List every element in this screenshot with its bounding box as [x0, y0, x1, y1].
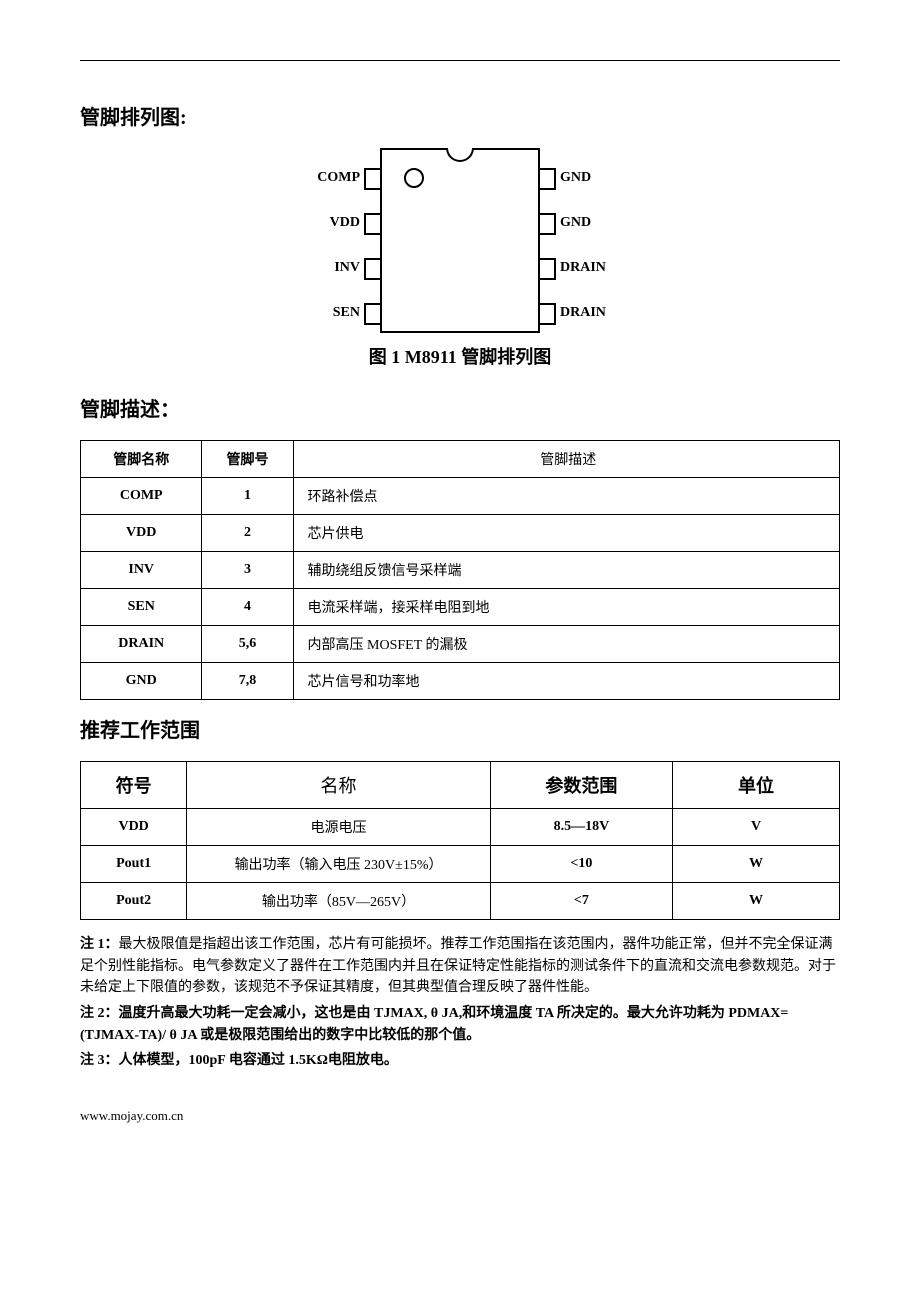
pinout-diagram: COMP VDD INV SEN GND GND DRAIN DRAIN [330, 148, 590, 333]
cell-desc: 内部高压 MOSFET 的漏极 [293, 626, 839, 663]
cell-num: 7,8 [202, 663, 293, 700]
cell-unit: W [673, 846, 840, 883]
note-1-body: 最大极限值是指超出该工作范围，芯片有可能损坏。推荐工作范围指在该范围内，器件功能… [80, 937, 836, 995]
range-h-rng: 参数范围 [490, 762, 672, 809]
cell-range: <10 [490, 846, 672, 883]
table-row: INV 3 辅助绕组反馈信号采样端 [81, 552, 840, 589]
pin-left-4 [364, 303, 382, 325]
cell-name: COMP [81, 478, 202, 515]
pin-right-2 [538, 213, 556, 235]
section-pindesc-title: 管脚描述： [80, 393, 840, 422]
cell-sym: VDD [81, 809, 187, 846]
cell-unit: W [673, 883, 840, 920]
pin-label-inv: INV [334, 260, 360, 276]
pin-label-drain1: DRAIN [560, 260, 606, 276]
header-rule [80, 60, 840, 61]
table-header-row: 符号 名称 参数范围 单位 [81, 762, 840, 809]
table-row: DRAIN 5,6 内部高压 MOSFET 的漏极 [81, 626, 840, 663]
pin-table-h-num: 管脚号 [202, 441, 293, 478]
notes-block: 注 1：最大极限值是指超出该工作范围，芯片有可能损坏。推荐工作范围指在该范围内，… [80, 934, 840, 1072]
note-1: 注 1：最大极限值是指超出该工作范围，芯片有可能损坏。推荐工作范围指在该范围内，… [80, 934, 840, 999]
pin-table-h-name: 管脚名称 [81, 441, 202, 478]
pin-label-comp: COMP [317, 170, 360, 186]
operating-range-table: 符号 名称 参数范围 单位 VDD 电源电压 8.5—18V V Pout1 输… [80, 761, 840, 920]
cell-name: 电源电压 [187, 809, 491, 846]
cell-range: 8.5—18V [490, 809, 672, 846]
table-row: Pout2 输出功率（85V—265V） <7 W [81, 883, 840, 920]
cell-sym: Pout2 [81, 883, 187, 920]
cell-num: 1 [202, 478, 293, 515]
note-3-lead: 注 3： [80, 1053, 119, 1068]
footer-url: www.mojay.com.cn [80, 1108, 840, 1124]
pin-left-2 [364, 213, 382, 235]
table-row: GND 7,8 芯片信号和功率地 [81, 663, 840, 700]
note-3-body: 人体模型，100pF 电容通过 1.5KΩ电阻放电。 [119, 1053, 398, 1068]
table-row: VDD 2 芯片供电 [81, 515, 840, 552]
range-h-unit: 单位 [673, 762, 840, 809]
cell-num: 3 [202, 552, 293, 589]
cell-desc: 芯片信号和功率地 [293, 663, 839, 700]
range-h-sym: 符号 [81, 762, 187, 809]
cell-desc: 辅助绕组反馈信号采样端 [293, 552, 839, 589]
pin-label-drain2: DRAIN [560, 305, 606, 321]
cell-desc: 芯片供电 [293, 515, 839, 552]
cell-name: INV [81, 552, 202, 589]
section-pinout-title: 管脚排列图: [80, 101, 840, 130]
cell-sym: Pout1 [81, 846, 187, 883]
pin-left-1 [364, 168, 382, 190]
pin1-dot-icon [404, 168, 424, 188]
cell-name: 输出功率（输入电压 230V±15%） [187, 846, 491, 883]
chip-body: COMP VDD INV SEN GND GND DRAIN DRAIN [380, 148, 540, 333]
pin-description-table: 管脚名称 管脚号 管脚描述 COMP 1 环路补偿点 VDD 2 芯片供电 IN… [80, 440, 840, 700]
cell-name: GND [81, 663, 202, 700]
cell-num: 5,6 [202, 626, 293, 663]
cell-range: <7 [490, 883, 672, 920]
pin-right-4 [538, 303, 556, 325]
table-row: COMP 1 环路补偿点 [81, 478, 840, 515]
table-row: SEN 4 电流采样端，接采样电阻到地 [81, 589, 840, 626]
cell-desc: 电流采样端，接采样电阻到地 [293, 589, 839, 626]
cell-name: 输出功率（85V—265V） [187, 883, 491, 920]
pin-right-1 [538, 168, 556, 190]
note-2: 注 2：温度升高最大功耗一定会减小，这也是由 TJMAX, θ JA,和环境温度… [80, 1003, 840, 1046]
cell-name: DRAIN [81, 626, 202, 663]
table-header-row: 管脚名称 管脚号 管脚描述 [81, 441, 840, 478]
pin-table-h-desc: 管脚描述 [293, 441, 839, 478]
section-range-title: 推荐工作范围 [80, 714, 840, 743]
cell-desc: 环路补偿点 [293, 478, 839, 515]
note-1-lead: 注 1： [80, 937, 119, 952]
note-3: 注 3：人体模型，100pF 电容通过 1.5KΩ电阻放电。 [80, 1050, 840, 1072]
cell-name: SEN [81, 589, 202, 626]
note-2-lead: 注 2： [80, 1006, 119, 1021]
pin-left-3 [364, 258, 382, 280]
cell-unit: V [673, 809, 840, 846]
pin-label-vdd: VDD [330, 215, 360, 231]
range-h-name: 名称 [187, 762, 491, 809]
table-row: VDD 电源电压 8.5—18V V [81, 809, 840, 846]
pin-right-3 [538, 258, 556, 280]
note-2-body: 温度升高最大功耗一定会减小，这也是由 TJMAX, θ JA,和环境温度 TA … [80, 1006, 788, 1043]
table-row: Pout1 输出功率（输入电压 230V±15%） <10 W [81, 846, 840, 883]
page: 管脚排列图: COMP VDD INV SEN GND GND DRAIN DR… [0, 0, 920, 1164]
pin-label-gnd1: GND [560, 170, 591, 186]
cell-num: 2 [202, 515, 293, 552]
chip-notch-icon [446, 148, 474, 162]
pin-label-sen: SEN [333, 305, 360, 321]
pin-label-gnd2: GND [560, 215, 591, 231]
cell-num: 4 [202, 589, 293, 626]
cell-name: VDD [81, 515, 202, 552]
figure-caption: 图 1 M8911 管脚排列图 [80, 343, 840, 369]
